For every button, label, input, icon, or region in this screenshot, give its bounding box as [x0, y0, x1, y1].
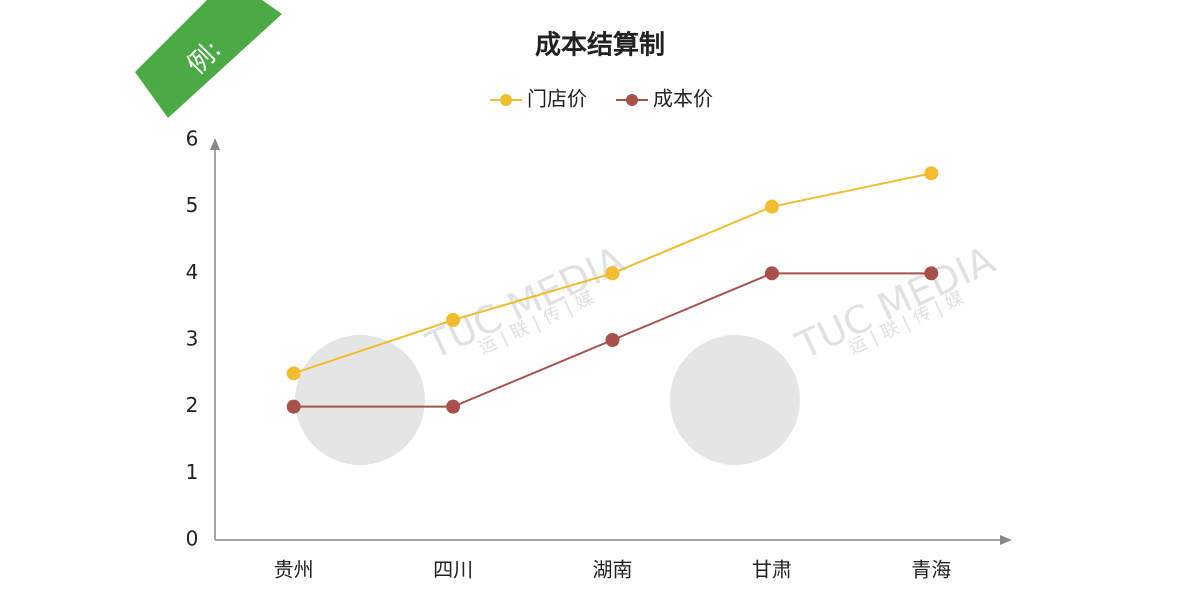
data-point — [924, 166, 939, 181]
watermark-brand: TUC MEDIA — [419, 238, 631, 368]
data-point — [764, 266, 779, 281]
y-tick-label: 5 — [186, 193, 199, 217]
data-point — [764, 199, 779, 214]
chart-title: 成本结算制 — [535, 30, 665, 61]
x-tick-label: 四川 — [433, 558, 473, 582]
y-tick-label: 4 — [186, 260, 199, 284]
watermark-logo — [295, 335, 425, 465]
data-point — [286, 366, 301, 381]
y-tick-label: 3 — [186, 327, 199, 351]
y-tick-label: 6 — [186, 127, 199, 151]
legend-label: 门店价 — [527, 87, 587, 111]
legend-label: 成本价 — [653, 87, 713, 111]
x-tick-label: 湖南 — [593, 558, 633, 582]
data-point — [286, 399, 301, 414]
watermark-brand: TUC MEDIA — [789, 238, 1001, 368]
data-point — [446, 313, 461, 327]
x-axis-arrow — [1000, 535, 1012, 545]
data-point — [605, 266, 620, 281]
data-point — [446, 399, 461, 414]
y-tick-label: 2 — [186, 393, 199, 417]
watermark: TUC MEDIA 运 | 联 | 传 | 媒 TUC MEDIA 运 | 联 … — [295, 238, 1001, 465]
badge-shape — [135, 0, 282, 118]
x-tick-label: 青海 — [911, 558, 951, 582]
data-point — [605, 333, 620, 347]
legend-marker — [500, 94, 512, 106]
x-tick-label: 甘肃 — [752, 558, 792, 582]
watermark-logo — [670, 335, 800, 465]
data-point — [924, 266, 939, 281]
y-tick-label: 0 — [186, 527, 199, 551]
x-tick-label: 贵州 — [274, 558, 314, 582]
y-axis-arrow — [210, 138, 220, 150]
y-tick-label: 1 — [186, 460, 199, 484]
legend-marker — [626, 94, 638, 106]
